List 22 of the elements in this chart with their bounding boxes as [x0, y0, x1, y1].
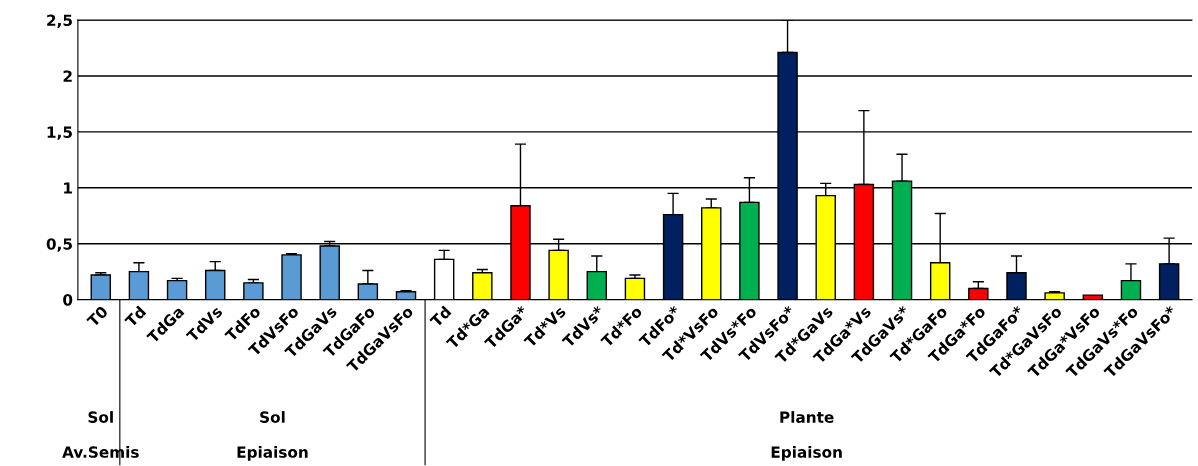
bar [1082, 294, 1104, 300]
bar [281, 254, 302, 300]
x-tick-label: T0 [86, 305, 109, 328]
bar [624, 277, 646, 300]
y-tick-label: 2,5 [47, 14, 72, 29]
y-tick-label: 2 [63, 70, 72, 82]
y-tick-label: 1,5 [47, 126, 72, 140]
y-tick-label: 1 [64, 182, 72, 194]
bar [90, 274, 111, 300]
text: Epiaison [771, 446, 842, 461]
y-tick-label: 0,5 [46, 238, 72, 252]
x-tick-label: Td [123, 305, 147, 328]
bar [1044, 292, 1065, 300]
bar [243, 282, 264, 300]
text: Epiaison [237, 446, 308, 461]
y-tick-label: 0 [63, 294, 73, 306]
text: Plante [780, 411, 834, 423]
bar [166, 279, 188, 300]
text: Sol [88, 411, 113, 423]
text: Sol [260, 411, 285, 423]
bar [395, 291, 417, 300]
bar [472, 272, 493, 300]
